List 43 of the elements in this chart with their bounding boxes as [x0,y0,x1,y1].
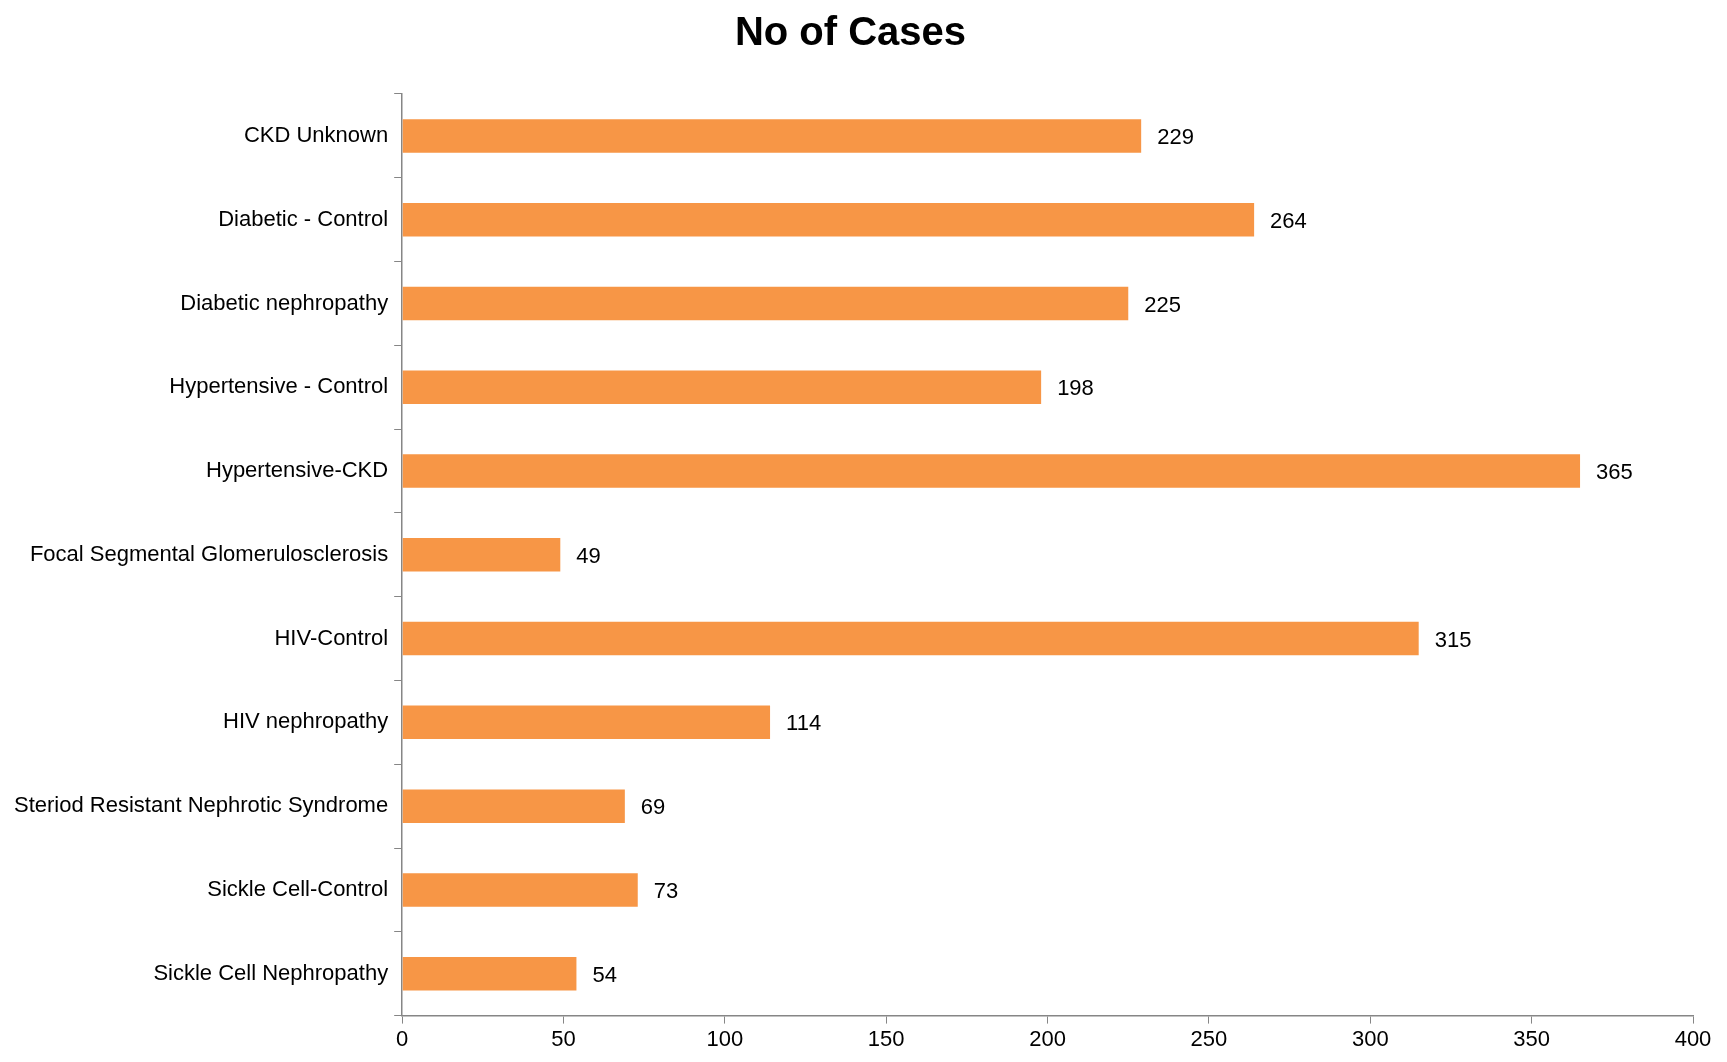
x-tick-label: 400 [1674,1025,1712,1051]
x-tick-label: 100 [706,1025,744,1051]
bar [402,119,1142,153]
x-tick-label: 50 [551,1025,576,1051]
bar [402,454,1581,488]
bar [402,621,1419,656]
bar [402,202,1255,237]
bar [402,370,1042,404]
y-tick-label: Diabetic nephropathy [180,289,389,315]
chart-title: No of Cases [734,9,967,54]
bar [402,705,771,740]
bar [402,873,638,907]
x-tick-label: 350 [1513,1025,1551,1051]
y-tick-label: Focal Segmental Glomerulosclerosis [29,540,389,566]
y-tick-label: CKD Unknown [243,121,389,147]
y-tick-label: HIV-Control [274,624,389,650]
data-label: 114 [786,710,822,736]
data-label: 49 [576,542,601,568]
bar [402,789,625,823]
data-label: 229 [1157,123,1194,149]
y-tick-label: Hypertensive-CKD [206,457,389,483]
y-tick-label: HIV nephropathy [223,708,389,734]
data-label: 54 [592,961,617,987]
bar [402,538,561,572]
x-tick-label: 150 [867,1025,905,1051]
data-label: 264 [1270,207,1307,233]
y-tick-label: Sickle Cell-Control [207,875,389,901]
y-tick-label: Diabetic - Control [218,205,389,231]
y-tick-label: Steriod Resistant Nephrotic Syndrome [14,792,389,818]
y-tick-label: Hypertensive - Control [169,373,389,399]
x-tick-label: 0 [396,1025,409,1051]
data-label: 315 [1434,626,1472,652]
data-label: 73 [653,877,679,903]
x-tick-label: 300 [1351,1025,1389,1051]
y-tick-label: Sickle Cell Nephropathy [153,959,389,985]
x-tick-label: 200 [1029,1025,1066,1051]
data-label: 198 [1057,375,1094,401]
bar [402,286,1129,321]
x-tick-label: 250 [1190,1025,1228,1051]
data-label: 69 [640,794,666,820]
data-label: 365 [1596,459,1633,485]
data-label: 225 [1144,291,1181,317]
bar [402,956,577,991]
